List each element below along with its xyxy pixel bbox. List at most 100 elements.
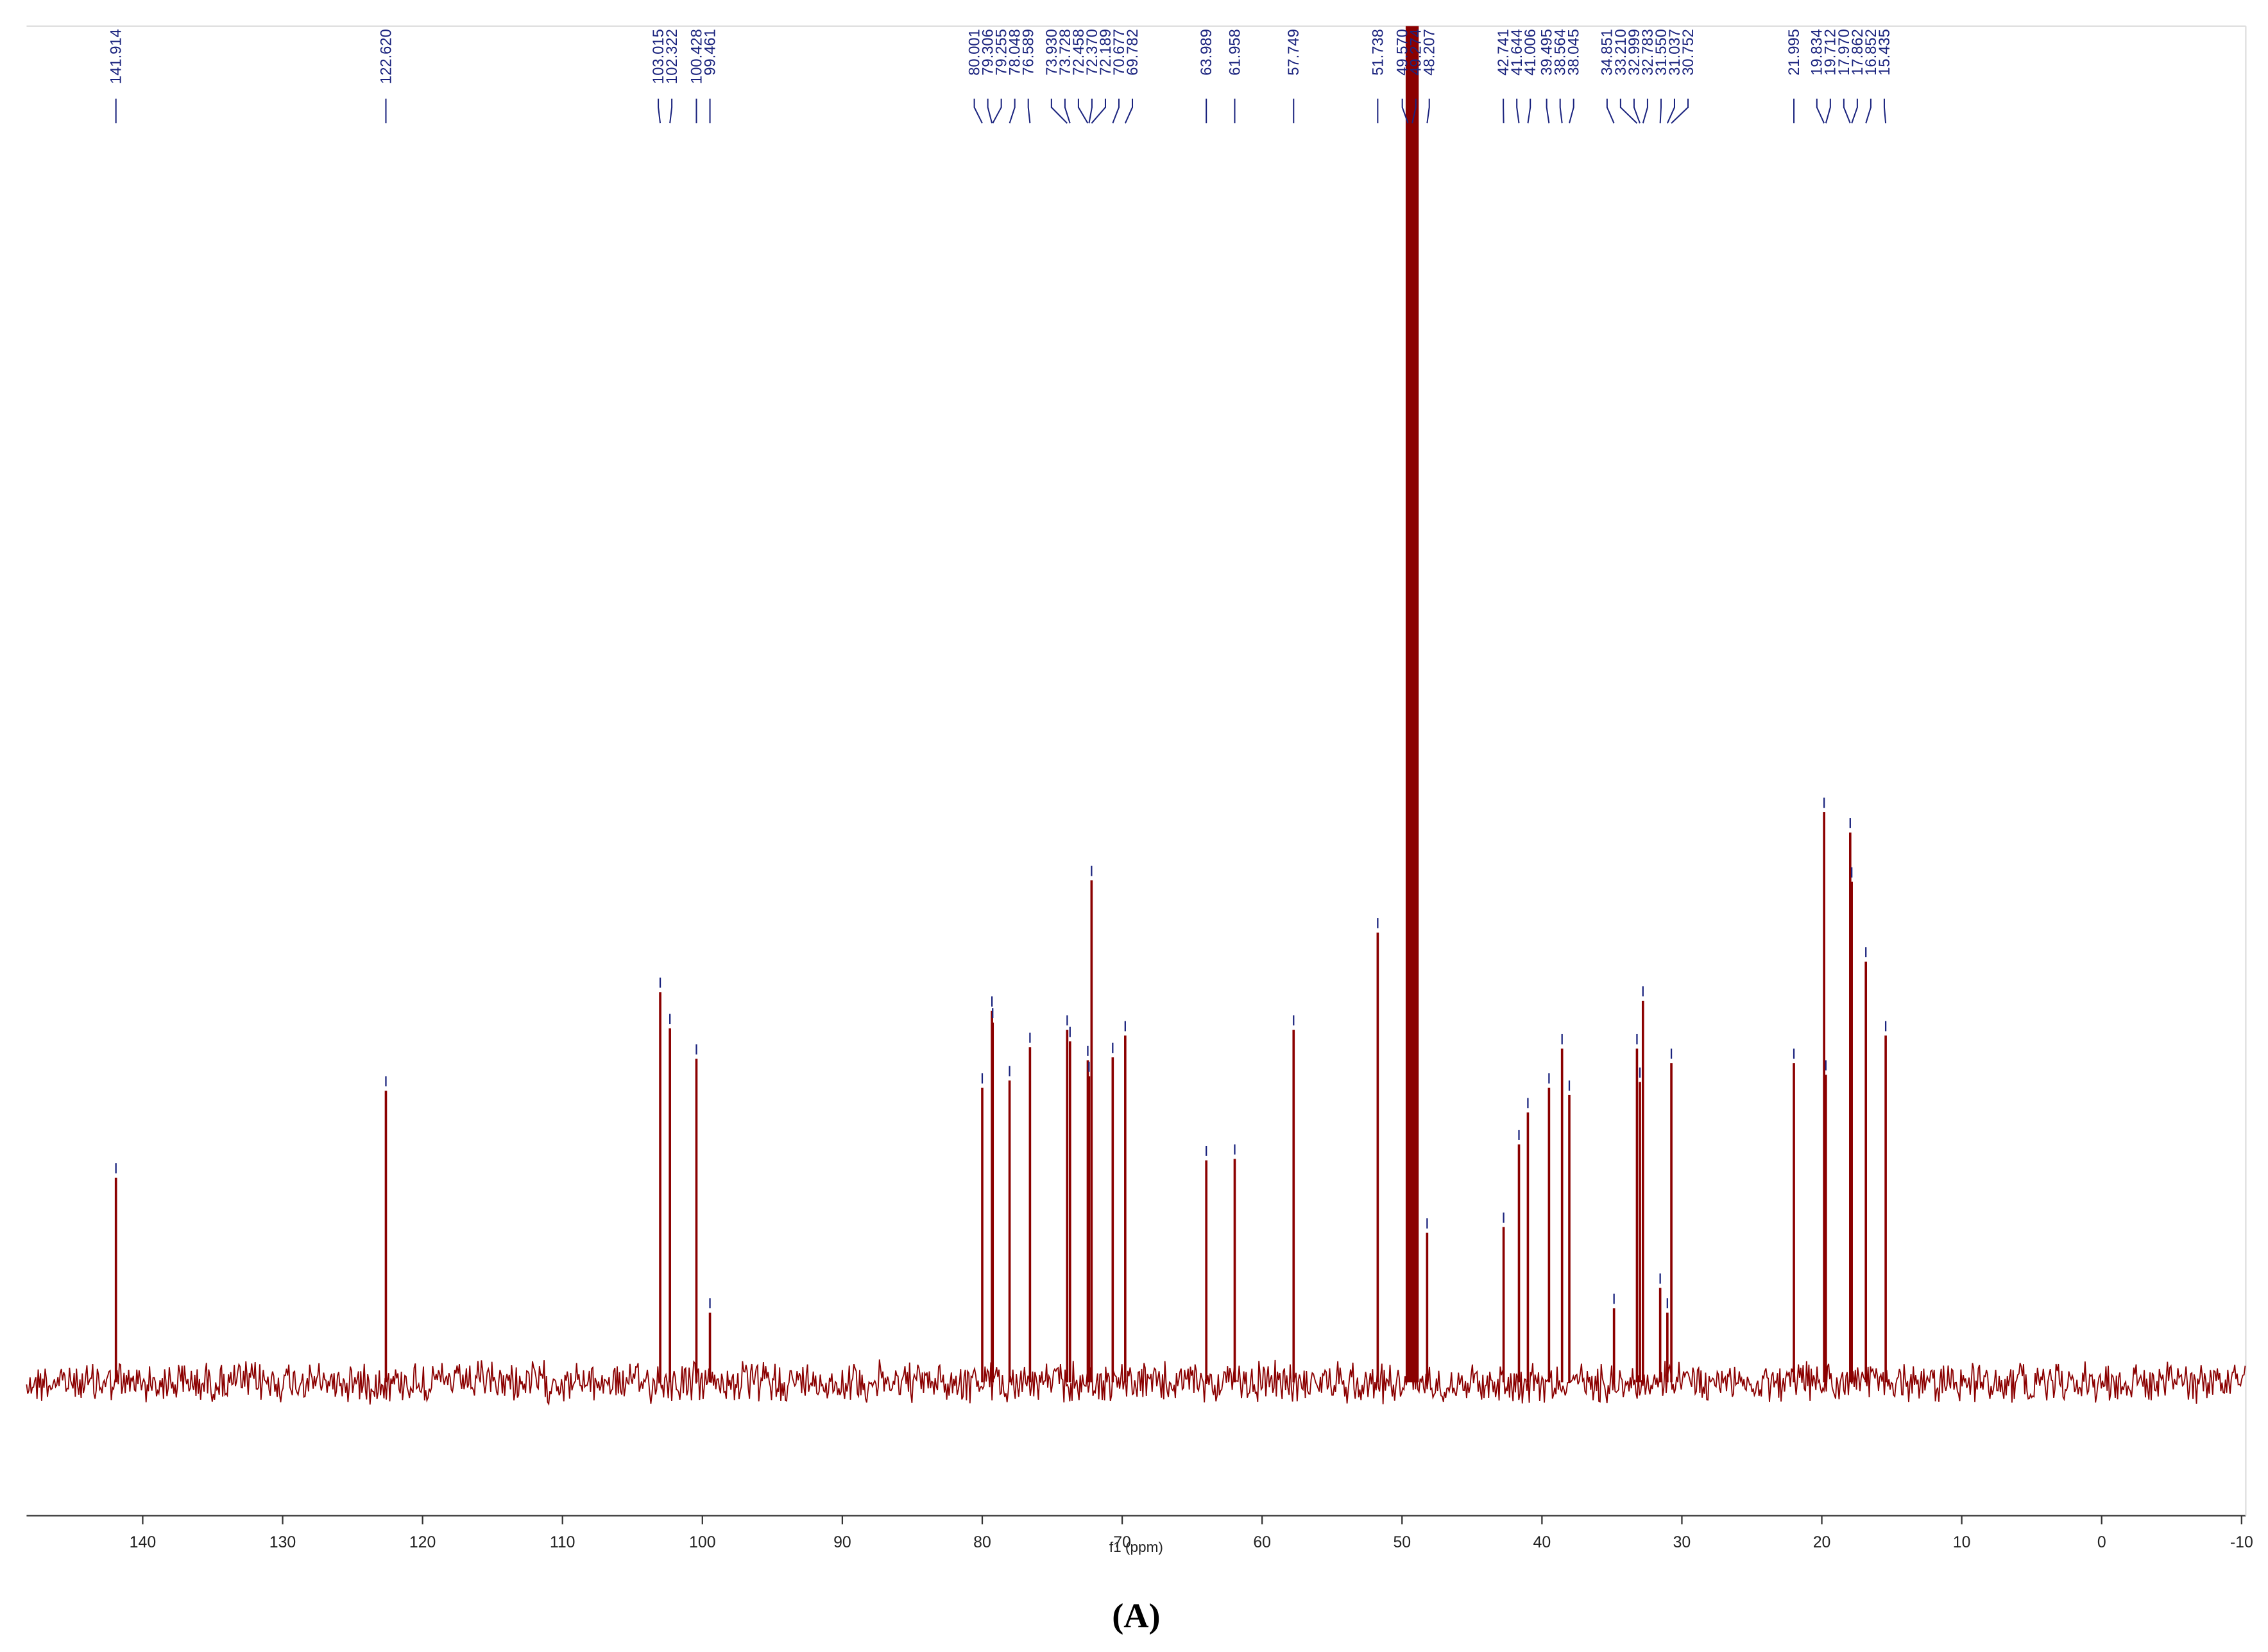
x-tick-label: 0 bbox=[2097, 1533, 2106, 1551]
peak-leader bbox=[1671, 98, 1689, 124]
peak-label: 31.037 bbox=[1667, 29, 1684, 76]
peak-leader bbox=[1088, 98, 1093, 124]
peak-label: 41.006 bbox=[1522, 29, 1539, 76]
peak-leader bbox=[1516, 98, 1520, 124]
peak-leader bbox=[1633, 98, 1641, 124]
peak-leader bbox=[1666, 98, 1675, 124]
peak-leader bbox=[1606, 98, 1615, 124]
peak-label: 80.001 bbox=[967, 29, 984, 76]
noise bbox=[26, 1359, 2246, 1406]
peak-label: 32.999 bbox=[1626, 29, 1643, 76]
peak-label: 102.322 bbox=[664, 29, 681, 84]
peak-label: 61.958 bbox=[1227, 29, 1243, 76]
peak-label: 57.749 bbox=[1286, 29, 1302, 76]
peak-label: 49.570 bbox=[1395, 29, 1411, 76]
peak-label: 31.550 bbox=[1653, 29, 1670, 76]
peak-leader bbox=[1064, 98, 1071, 124]
peak-leader bbox=[1009, 98, 1016, 124]
peak-leader bbox=[1546, 98, 1550, 124]
peak-label: 78.048 bbox=[1007, 29, 1024, 76]
peak-label: 72.189 bbox=[1098, 29, 1114, 76]
peak-label: 38.564 bbox=[1553, 29, 1569, 76]
x-tick-label: 110 bbox=[550, 1533, 576, 1551]
peak-label: 16.852 bbox=[1863, 29, 1880, 76]
peak-label: 69.782 bbox=[1125, 29, 1141, 76]
peak-label: 19.712 bbox=[1823, 29, 1839, 76]
peak-leader bbox=[1027, 98, 1031, 124]
peak-label: 141.914 bbox=[108, 29, 125, 84]
peak-leader bbox=[669, 98, 673, 124]
x-tick-label: 30 bbox=[1673, 1533, 1691, 1551]
x-tick-label: 40 bbox=[1533, 1533, 1551, 1551]
peak-label: 63.989 bbox=[1198, 29, 1215, 76]
x-axis-label: f1 (ppm) bbox=[1109, 1539, 1163, 1555]
peak-label: 48.207 bbox=[1422, 29, 1438, 76]
peak-leader bbox=[1124, 98, 1134, 124]
peak-leader bbox=[1112, 98, 1120, 124]
peak-label: 49.274 bbox=[1408, 29, 1425, 76]
x-tick-label: 20 bbox=[1813, 1533, 1831, 1551]
peak-label: 72.370 bbox=[1084, 29, 1101, 76]
peak-label: 41.644 bbox=[1509, 29, 1526, 76]
peak-label: 33.210 bbox=[1613, 29, 1630, 76]
peak-label: 79.306 bbox=[980, 29, 997, 76]
peak-label: 100.428 bbox=[688, 29, 705, 84]
peak-label: 122.620 bbox=[378, 29, 395, 84]
x-tick-label: 70 bbox=[1113, 1533, 1131, 1551]
peak-label: 76.589 bbox=[1021, 29, 1037, 76]
caption: (A) bbox=[1112, 1597, 1160, 1635]
peak-leader bbox=[973, 98, 983, 124]
peak-leader bbox=[1411, 98, 1417, 124]
peak-label: 42.741 bbox=[1496, 29, 1512, 76]
peak-leader bbox=[1642, 98, 1648, 124]
x-tick-label: 140 bbox=[130, 1533, 156, 1551]
x-tick-label: 130 bbox=[269, 1533, 296, 1551]
peak-leader bbox=[1091, 98, 1106, 124]
peak-label: 39.495 bbox=[1539, 29, 1556, 76]
peak-label: 30.752 bbox=[1680, 29, 1697, 76]
peak-leader bbox=[987, 98, 993, 124]
peak-label: 73.930 bbox=[1044, 29, 1061, 76]
peak-leader bbox=[1865, 98, 1872, 124]
peak-label: 21.995 bbox=[1786, 29, 1803, 76]
peak-leader bbox=[1883, 98, 1887, 124]
peak-leader bbox=[1426, 98, 1430, 124]
x-tick-label: 90 bbox=[833, 1533, 851, 1551]
peak-label: 19.834 bbox=[1809, 29, 1826, 76]
x-tick-label: 50 bbox=[1393, 1533, 1411, 1551]
peak-leader bbox=[1816, 98, 1825, 124]
peak-label: 72.458 bbox=[1071, 29, 1087, 76]
peak-leader bbox=[1077, 98, 1089, 124]
x-tick-label: 80 bbox=[973, 1533, 991, 1551]
x-tick-label: 10 bbox=[1953, 1533, 1971, 1551]
peak-label: 79.255 bbox=[994, 29, 1010, 76]
peak-label: 70.677 bbox=[1111, 29, 1128, 76]
peak-label: 17.970 bbox=[1836, 29, 1853, 76]
peak-leader bbox=[1569, 98, 1574, 124]
peak-label: 34.851 bbox=[1599, 29, 1616, 76]
peak-leader bbox=[1619, 98, 1638, 124]
x-tick-label: 120 bbox=[409, 1533, 436, 1551]
peak-leader bbox=[1527, 98, 1531, 124]
peak-label: 73.728 bbox=[1057, 29, 1074, 76]
x-tick-label: 60 bbox=[1253, 1533, 1271, 1551]
peak-leader bbox=[1050, 98, 1068, 124]
peak-leader bbox=[1401, 98, 1409, 124]
peak-leader bbox=[1659, 98, 1662, 124]
peak-label: 99.461 bbox=[702, 29, 719, 76]
peak-label: 51.738 bbox=[1370, 29, 1386, 76]
peak-leader bbox=[658, 98, 661, 124]
peak-leader bbox=[992, 98, 1002, 124]
x-tick-label: 100 bbox=[689, 1533, 715, 1551]
peak-label: 103.015 bbox=[651, 29, 667, 84]
peak-label: 32.783 bbox=[1640, 29, 1657, 76]
peak-leader bbox=[1559, 98, 1563, 124]
x-tick-label: -10 bbox=[2230, 1533, 2253, 1551]
peak-leader bbox=[1843, 98, 1851, 124]
peak-leader bbox=[1851, 98, 1858, 124]
peak-label: 38.045 bbox=[1566, 29, 1583, 76]
peak-label: 17.862 bbox=[1850, 29, 1866, 76]
peak-label: 15.435 bbox=[1877, 29, 1893, 76]
